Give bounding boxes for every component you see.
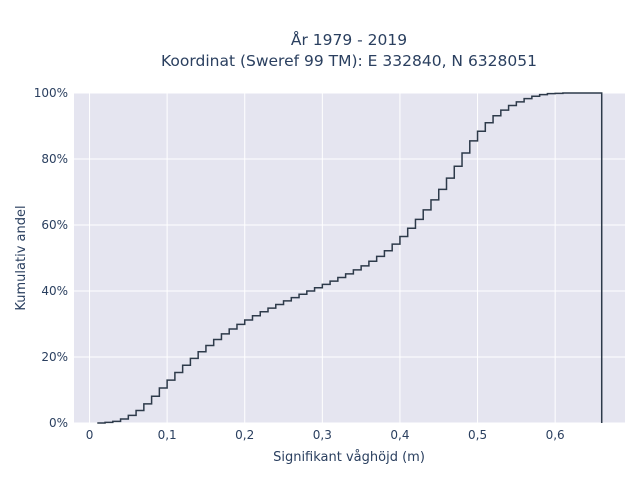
chart-title: År 1979 - 2019 bbox=[291, 30, 407, 49]
x-tick-label: 0,2 bbox=[235, 428, 254, 442]
y-tick-label: 20% bbox=[41, 350, 68, 364]
y-tick-label: 100% bbox=[34, 86, 68, 100]
y-tick-label: 0% bbox=[49, 416, 68, 430]
x-tick-label: 0,6 bbox=[546, 428, 565, 442]
gridlines bbox=[74, 92, 625, 424]
x-tick-label: 0,1 bbox=[158, 428, 177, 442]
x-axis-title: Signifikant våghöjd (m) bbox=[273, 450, 425, 465]
cdf-step-line bbox=[97, 92, 603, 424]
y-tick-label: 60% bbox=[41, 218, 68, 232]
x-tick-label: 0,5 bbox=[468, 428, 487, 442]
x-tick-label: 0,3 bbox=[313, 428, 332, 442]
x-axis: 0 0,1 0,2 0,3 0,4 0,5 0,6 bbox=[86, 428, 565, 442]
y-axis: 0% 20% 40% 60% 80% 100% bbox=[34, 86, 68, 430]
y-tick-label: 80% bbox=[41, 152, 68, 166]
chart-subtitle: Koordinat (Sweref 99 TM): E 332840, N 63… bbox=[161, 52, 537, 70]
y-axis-title: Kumulativ andel bbox=[14, 205, 29, 310]
y-tick-label: 40% bbox=[41, 284, 68, 298]
plot-area bbox=[74, 93, 625, 423]
x-tick-label: 0 bbox=[86, 428, 94, 442]
x-tick-label: 0,4 bbox=[390, 428, 409, 442]
